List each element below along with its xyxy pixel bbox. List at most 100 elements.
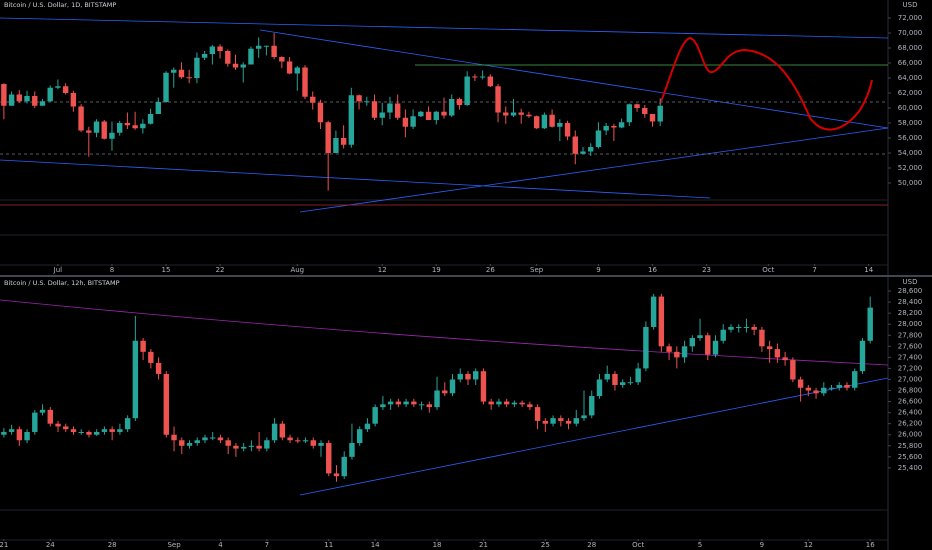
x-tick-label: 23 [702,266,711,274]
candle-body [171,69,177,73]
x-tick-label: 14 [864,266,873,274]
y-tick-label: 26,800 [898,387,923,395]
candle-body [549,114,555,127]
candle-body [557,123,563,127]
x-tick-label: 5 [698,541,702,549]
candle-body [148,351,154,363]
candle-body [697,335,703,339]
title-bg [0,0,200,11]
candle-body [859,340,866,372]
y-tick-label: 28,200 [898,309,923,317]
candle-body [751,326,757,330]
candle-body [495,86,501,113]
candle-body [202,437,208,441]
candle-body [163,373,170,435]
candle-body [852,371,858,388]
candle-body [364,423,371,430]
candle-body [39,101,46,106]
candle-body [55,86,61,88]
candle-body [380,404,386,408]
candle-body [124,123,131,126]
y-tick-label: 56,000 [898,134,923,142]
candle-body [456,99,463,105]
candle-body [844,385,850,388]
y-tick-label: 54,000 [898,149,923,157]
candle-body [634,104,640,108]
candle-body [179,440,185,446]
candle-body [78,106,84,131]
candle-body [821,387,827,394]
candle-body [813,390,819,394]
x-tick-label: 21 [0,541,8,549]
candle-body [534,407,541,421]
candle-body [596,379,603,397]
candle-body [410,116,416,127]
candle-body [618,122,625,128]
y-tick-label: 72,000 [898,14,923,22]
candle-body [441,111,447,116]
candle-body [39,409,46,413]
candle-body [774,349,781,358]
candle-body [720,329,726,341]
candle-body [519,402,525,405]
candle-body [286,61,293,74]
candle-body [589,396,595,416]
candle-body [47,87,53,102]
y-tick-label: 58,000 [898,119,923,127]
candle-body [425,111,432,120]
candle-body [510,112,517,116]
candle-body [442,390,448,394]
candle-body [333,473,340,477]
candle-body [518,112,524,115]
candle-body [8,94,15,106]
candle-body [595,130,602,147]
candle-body [805,387,812,391]
y-tick-label: 25,800 [898,442,923,450]
candle-body [689,338,696,347]
candle-body [418,111,424,117]
y-tick-label: 27,000 [898,375,923,383]
y-tick-label: 66,000 [898,59,923,67]
candle-body [588,147,594,152]
candle-body [564,123,571,137]
candle-body [70,93,77,107]
trend-line [299,377,889,496]
candle-body [627,382,634,384]
candle-body [649,114,656,122]
trend-line [0,159,711,199]
candle-body [109,132,115,139]
candle-body [295,440,301,442]
candle-body [650,296,657,327]
candle-body [705,335,711,355]
candle-body [209,46,216,54]
candle-body [626,104,633,123]
x-tick-label: Oct [632,541,644,549]
x-tick-label: 9 [596,266,600,274]
x-tick-label: Oct [762,266,774,274]
y-tick-label: 28,600 [898,287,923,295]
chart-title: Bitcoin / U.S. Dollar, 12h, BITSTAMP [4,279,120,287]
candle-body [364,101,370,103]
candle-body [356,429,363,444]
y-tick-label: 28,400 [898,298,923,306]
candle-body [642,108,648,114]
candle-body [287,437,293,441]
candle-body [16,429,23,441]
candle-body [232,63,239,68]
candle-body [533,116,540,129]
drawings-bottom [0,299,889,496]
candle-body [387,103,393,113]
candle-body [511,402,518,405]
x-tick-label: 16 [648,266,657,274]
candle-body [743,326,750,328]
candle-body [394,103,401,118]
x-tick-label: 12 [378,266,387,274]
y-tick-label: 27,800 [898,331,923,339]
candle-body [457,373,463,380]
candle-body [101,429,108,432]
candle-body [140,123,146,129]
x-tick-label: 28 [108,541,117,549]
candle-body [271,45,277,57]
candle-body [47,409,53,424]
candle-body [140,340,146,352]
